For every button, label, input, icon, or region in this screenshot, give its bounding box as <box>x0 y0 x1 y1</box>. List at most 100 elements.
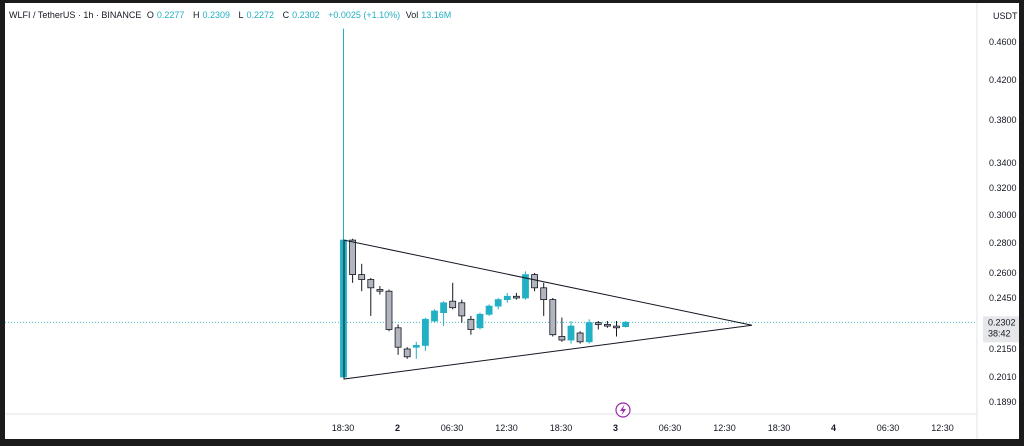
price-tick-label: 0.2800 <box>989 238 1017 248</box>
candle-body <box>485 305 493 315</box>
triangle-pattern[interactable] <box>343 239 753 380</box>
candle <box>622 321 629 328</box>
candle <box>549 298 557 337</box>
candle <box>385 289 393 332</box>
candle <box>567 321 575 344</box>
candle <box>431 309 438 323</box>
price-badge-countdown: 38:42 <box>988 328 1011 338</box>
low-label: L <box>238 10 244 20</box>
candle-body <box>604 323 611 327</box>
candle <box>503 292 511 303</box>
price-tick-label: 0.3000 <box>989 210 1017 220</box>
candle-body <box>376 289 384 292</box>
candle-body <box>403 348 411 358</box>
candle <box>522 271 529 300</box>
candle-body <box>585 322 593 343</box>
candle-body <box>458 302 466 317</box>
time-tick-label: 4 <box>831 423 836 433</box>
candle <box>440 301 448 327</box>
chart-svg[interactable]: 0.4600 0.4200 0.3800 0.3400 0.3200 0.3000 0.28… <box>5 3 1019 439</box>
price-badge-value: 0.2302 <box>988 317 1016 327</box>
candle <box>512 292 520 300</box>
price-tick-label: 0.4600 <box>989 37 1017 47</box>
candle <box>531 273 538 292</box>
time-tick-label: 12:30 <box>495 423 518 433</box>
candle-body <box>476 313 484 329</box>
candle-body <box>440 302 448 313</box>
triangle-outline[interactable] <box>343 239 753 380</box>
high-value: 0.2309 <box>202 10 230 20</box>
symbol-name[interactable]: WLFI / TetherUS · 1h · BINANCE <box>9 10 142 20</box>
candle-body <box>576 332 584 343</box>
price-badge: 0.2302 38:42 <box>983 316 1019 343</box>
candle <box>394 324 402 355</box>
candle <box>367 277 375 316</box>
price-tick-label: 0.4200 <box>989 75 1017 85</box>
candle-body <box>431 310 438 322</box>
candle-body <box>412 344 420 348</box>
price-tick-label: 0.2600 <box>989 268 1017 278</box>
time-axis-labels[interactable]: 18:30 2 06:30 12:30 18:30 3 06:30 12:30 18:30 4 06… <box>332 423 954 433</box>
change-value: +0.0025 (+1.10%) <box>328 10 401 20</box>
candle <box>358 263 366 292</box>
candles-group <box>340 28 629 378</box>
candle <box>458 299 466 323</box>
price-tick-label: 0.3200 <box>989 183 1017 193</box>
candle-body <box>622 321 629 327</box>
candle <box>376 286 384 295</box>
candle-body <box>594 322 602 325</box>
candle <box>403 347 411 359</box>
candle-body <box>385 290 393 330</box>
candle-body <box>567 325 575 341</box>
candle-body <box>358 274 366 280</box>
candle-body <box>449 300 457 309</box>
candle <box>576 331 584 344</box>
candle <box>449 282 457 310</box>
candle-body <box>394 327 402 348</box>
candle-body <box>549 299 557 336</box>
chart-area[interactable]: 0.4600 0.4200 0.3800 0.3400 0.3200 0.3000 0.28… <box>5 3 1019 439</box>
currency-label[interactable]: USDT <box>993 11 1018 21</box>
volume-label: Vol <box>405 10 419 20</box>
candle-body <box>503 295 511 300</box>
price-tick-label: 0.3400 <box>989 158 1017 168</box>
price-axis-labels[interactable]: 0.4600 0.4200 0.3800 0.3400 0.3200 0.3000 0.28… <box>989 37 1017 407</box>
candle-body <box>349 239 357 276</box>
low-value: 0.2272 <box>246 10 275 20</box>
open-label: O <box>146 10 154 20</box>
candle-body <box>367 279 375 289</box>
candle-body <box>512 295 520 299</box>
lightning-icon[interactable] <box>615 402 631 418</box>
candle <box>349 238 357 283</box>
time-tick-label: 2 <box>395 423 400 433</box>
time-tick-label: 06:30 <box>659 423 682 433</box>
time-tick-label: 12:30 <box>713 423 736 433</box>
candle <box>585 319 593 344</box>
candle <box>421 317 429 351</box>
candle <box>476 312 484 330</box>
time-tick-label: 18:30 <box>550 423 573 433</box>
high-label: H <box>192 10 200 20</box>
close-label: C <box>282 10 290 20</box>
price-tick-label: 0.2450 <box>989 293 1017 303</box>
candle <box>485 304 493 316</box>
candle <box>613 321 620 337</box>
candle <box>558 317 566 342</box>
candle-body <box>467 318 475 330</box>
candle-body <box>613 325 620 329</box>
open-value: 0.2277 <box>156 10 185 20</box>
candle <box>540 282 548 316</box>
time-tick-label: 18:30 <box>768 423 791 433</box>
candle-body <box>531 274 538 289</box>
symbol-legend: WLFI / TetherUS · 1h · BINANCE O 0.2277 H… <box>9 10 457 20</box>
candle-body <box>421 318 429 346</box>
candle-body <box>558 336 566 341</box>
close-value: 0.2302 <box>292 10 320 20</box>
time-tick-label: 18:30 <box>332 423 355 433</box>
candle <box>604 321 611 328</box>
price-tick-label: 0.2150 <box>989 344 1017 354</box>
candle <box>594 321 602 330</box>
time-tick-label: 06:30 <box>877 423 900 433</box>
time-tick-label: 12:30 <box>931 423 954 433</box>
